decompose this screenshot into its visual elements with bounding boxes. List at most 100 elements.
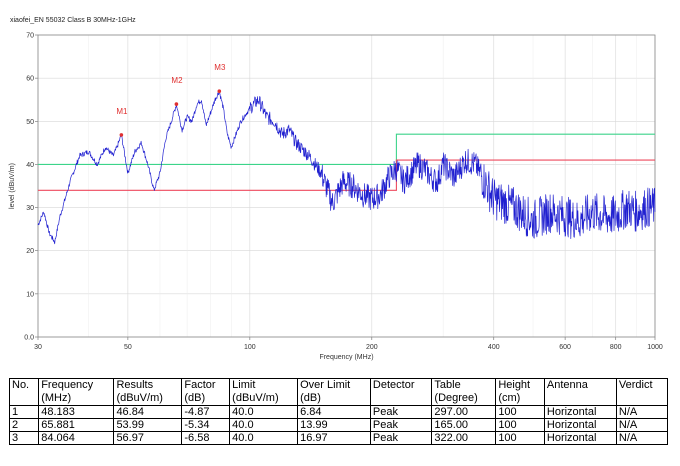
column-header: Frequency (MHz)	[38, 378, 115, 406]
limit-lines	[38, 133, 655, 191]
table-cell: 40.0	[229, 431, 299, 445]
column-header: Height (cm)	[495, 378, 545, 406]
column-header: Factor (dB)	[181, 378, 231, 406]
column-header: Table (Degree)	[431, 378, 497, 406]
marker-label: M1	[116, 107, 128, 116]
y-tick-label: 50	[26, 119, 34, 126]
table-cell: 165.00	[431, 418, 497, 432]
table-cell: Horizontal	[543, 405, 617, 419]
table-cell: 100	[495, 418, 545, 432]
table-cell: -6.58	[181, 431, 231, 445]
marker-point	[174, 102, 179, 106]
table-cell: 84.064	[38, 431, 115, 445]
table-cell: 53.99	[113, 418, 183, 432]
y-tick-label: 40	[26, 162, 34, 169]
y-tick-label: 10	[26, 291, 34, 298]
table-cell: 16.97	[297, 431, 371, 445]
column-header-unit	[619, 392, 665, 405]
x-tick-label: 30	[34, 344, 42, 351]
table-cell: 322.00	[431, 431, 497, 445]
table-row: 3 84.064 56.97 -6.58 40.0 16.97 Peak 322.00 100 H…	[8, 431, 669, 445]
column-header-label: Results	[116, 379, 154, 391]
table-row: 1 48.183 46.84 -4.87 40.0 6.84 Peak 297.00 100 Ho…	[8, 405, 669, 419]
table-cell: 13.99	[297, 418, 371, 432]
column-header-unit: (MHz)	[41, 392, 72, 404]
x-axis-label: Frequency (MHz)	[319, 354, 373, 361]
marker-label: M2	[171, 76, 183, 85]
column-header-label: Frequency	[41, 379, 94, 391]
column-header: Limit (dBuV/m)	[229, 378, 299, 406]
table-cell: N/A	[615, 405, 669, 419]
table-cell: Peak	[369, 431, 433, 445]
column-header-label: Table	[434, 379, 461, 391]
column-header-label: No.	[12, 379, 30, 391]
x-tick-label: 800	[610, 344, 622, 351]
table-cell: 100	[495, 431, 545, 445]
column-header: Detector	[369, 378, 433, 406]
results-body: 1 48.183 46.84 -4.87 40.0 6.84 Peak 297.00 100 Ho…	[8, 405, 669, 445]
tick-labels: 0.0 10 20 30 40 50 60 70 30 50 100 200 400 600 800 1000	[24, 33, 663, 352]
limit-line	[38, 133, 655, 165]
table-cell: N/A	[615, 418, 669, 432]
column-header: Over Limit (dB)	[297, 378, 371, 406]
chart-title: xiaofei_EN 55032 Class B 30MHz-1GHz	[10, 17, 136, 24]
table-cell: 40.0	[229, 405, 299, 419]
table-cell: 46.84	[113, 405, 183, 419]
column-header-unit: (dBuV/m)	[232, 392, 279, 404]
marker-point	[119, 133, 124, 137]
table-cell: 1	[8, 405, 40, 419]
y-tick-label: 20	[26, 248, 34, 255]
x-tick-label: 50	[124, 344, 132, 351]
table-cell: 2	[8, 418, 40, 432]
column-header-unit	[12, 392, 36, 405]
column-header-unit	[547, 392, 614, 405]
table-cell: Horizontal	[543, 431, 617, 445]
trace-line	[37, 91, 656, 245]
column-header-label: Detector	[372, 379, 415, 391]
table-cell: Horizontal	[543, 418, 617, 432]
table-cell: 40.0	[229, 418, 299, 432]
marker-label: M3	[214, 63, 226, 72]
table-cell: 6.84	[297, 405, 371, 419]
y-tick-label: 30	[26, 205, 34, 212]
table-cell: 48.183	[38, 405, 115, 419]
column-header: No.	[8, 378, 40, 406]
x-tick-label: 100	[244, 344, 256, 351]
column-header-unit	[373, 392, 430, 405]
column-header-label: Height	[498, 379, 531, 391]
column-header: Verdict	[615, 378, 669, 406]
table-cell: 65.881	[38, 418, 115, 432]
y-axis-label: level (dBuV/m)	[9, 163, 16, 209]
table-cell: 3	[8, 431, 40, 445]
table-cell: Peak	[369, 405, 433, 419]
x-tick-label: 600	[559, 344, 571, 351]
results-table: No. Frequency (MHz) Results (dBuV/m) Factor(…	[8, 378, 669, 445]
emission-chart: xiaofei_EN 55032 Class B 30MHz-1GHz M1 M2…	[9, 17, 663, 361]
column-header-label: Verdict	[618, 379, 653, 391]
results-header-row: No. Frequency (MHz) Results (dBuV/m) Factor(…	[8, 378, 669, 406]
x-tick-label: 1000	[647, 344, 663, 351]
table-cell: -4.87	[181, 405, 231, 419]
x-tick-label: 400	[488, 344, 500, 351]
column-header-unit: (cm)	[498, 392, 521, 404]
column-header-unit: (dBuV/m)	[116, 392, 163, 404]
y-tick-label: 60	[26, 76, 34, 83]
column-header-label: Factor	[184, 379, 216, 391]
column-header-label: Limit	[232, 379, 256, 391]
markers: M1 M2 M3	[116, 63, 226, 137]
table-cell: 56.97	[113, 431, 183, 445]
y-tick-label: 70	[26, 33, 34, 40]
column-header: Antenna	[543, 378, 617, 406]
column-header-unit: (dB)	[184, 392, 206, 404]
column-header-label: Antenna	[546, 379, 588, 391]
table-cell: 100	[495, 405, 545, 419]
column-header-unit: (Degree)	[434, 392, 478, 404]
y-tick-label: 0.0	[24, 335, 34, 342]
table-row: 2 65.881 53.99 -5.34 40.0 13.99 Peak 165.00 100 H…	[8, 418, 669, 432]
column-header-label: Over Limit	[300, 379, 351, 391]
table-cell: N/A	[615, 431, 669, 445]
plot-frame	[37, 34, 656, 338]
column-header-unit: (dB)	[300, 392, 321, 404]
table-cell: Peak	[369, 418, 433, 432]
table-cell: -5.34	[181, 418, 231, 432]
